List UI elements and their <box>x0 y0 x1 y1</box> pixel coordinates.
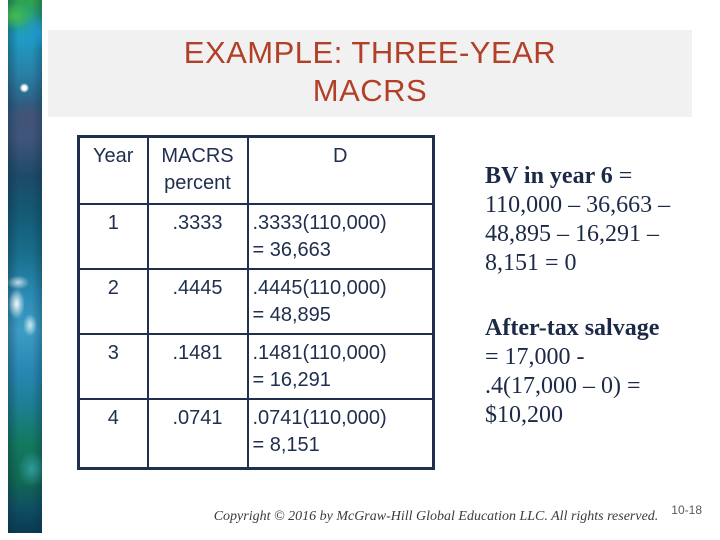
after-tax-salvage-note: After-tax salvage = 17,000 - .4(17,000 –… <box>485 314 713 430</box>
after-tax-salvage-line: $10,200 <box>485 402 563 428</box>
depreciation-formula: .0741(110,000) <box>252 406 387 429</box>
column-header-macrs-percent: MACRS percent <box>146 135 249 205</box>
depreciation-cell: .0741(110,000) = 8,151 <box>246 397 435 470</box>
table-header-row: Year MACRS percent D <box>77 135 435 205</box>
depreciation-result: = 16,291 <box>252 368 331 391</box>
book-value-heading: BV in year 6 <box>485 163 613 189</box>
depreciation-formula: .4445(110,000) <box>252 276 387 299</box>
book-value-note: BV in year 6 = 110,000 – 36,663 – 48,895… <box>485 162 713 278</box>
after-tax-salvage-line: = 17,000 - <box>485 344 585 370</box>
column-header-d: D <box>246 135 435 205</box>
copyright-notice: Copyright © 2016 by McGraw-Hill Global E… <box>213 509 659 524</box>
depreciation-formula: .3333(110,000) <box>252 211 387 234</box>
book-value-heading-suffix: = <box>612 163 633 189</box>
column-header-year: Year <box>77 135 149 205</box>
macrs-depreciation-table: Year MACRS percent D 1 .3333 .3333(110,0… <box>77 135 435 470</box>
percent-cell: .1481 <box>146 332 249 400</box>
slide-number: 10-18 <box>671 503 702 517</box>
page-title: EXAMPLE: THREE-YEAR MACRS <box>48 30 692 110</box>
year-cell: 2 <box>77 267 149 335</box>
depreciation-cell: .1481(110,000) = 16,291 <box>246 332 435 400</box>
book-value-line: 48,895 – 16,291 – <box>485 221 659 247</box>
table-row: 1 .3333 .3333(110,000) = 36,663 <box>77 202 435 270</box>
notes-column: BV in year 6 = 110,000 – 36,663 – 48,895… <box>485 162 713 430</box>
depreciation-result: = 8,151 <box>252 433 320 456</box>
depreciation-result: = 36,663 <box>252 238 331 261</box>
depreciation-formula: .1481(110,000) <box>252 341 387 364</box>
book-value-line: 8,151 = 0 <box>485 250 577 276</box>
table-row: 4 .0741 .0741(110,000) = 8,151 <box>77 397 435 470</box>
after-tax-salvage-line: .4(17,000 – 0) = <box>485 373 641 399</box>
year-cell: 1 <box>77 202 149 270</box>
year-cell: 3 <box>77 332 149 400</box>
title-line-2: MACRS <box>312 73 428 108</box>
table-row: 2 .4445 .4445(110,000) = 48,895 <box>77 267 435 335</box>
book-value-heading-line: BV in year 6 = <box>485 162 713 191</box>
title-band: EXAMPLE: THREE-YEAR MACRS <box>48 30 692 117</box>
percent-cell: .3333 <box>146 202 249 270</box>
percent-cell: .4445 <box>146 267 249 335</box>
depreciation-cell: .4445(110,000) = 48,895 <box>246 267 435 335</box>
table-row: 3 .1481 .1481(110,000) = 16,291 <box>77 332 435 400</box>
depreciation-cell: .3333(110,000) = 36,663 <box>246 202 435 270</box>
after-tax-salvage-heading: After-tax salvage <box>485 315 660 341</box>
year-cell: 4 <box>77 397 149 470</box>
percent-cell: .0741 <box>146 397 249 470</box>
decorative-strip-image <box>8 0 42 533</box>
depreciation-result: = 48,895 <box>252 303 331 326</box>
book-value-line: 110,000 – 36,663 – <box>485 192 671 218</box>
title-line-1: EXAMPLE: THREE-YEAR <box>183 35 557 70</box>
